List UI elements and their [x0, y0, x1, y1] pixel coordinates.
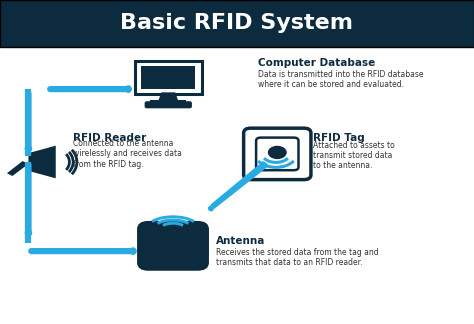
- Polygon shape: [7, 161, 28, 176]
- FancyBboxPatch shape: [150, 100, 186, 102]
- FancyBboxPatch shape: [138, 222, 208, 270]
- Text: Basic RFID System: Basic RFID System: [120, 13, 354, 33]
- Text: Antenna: Antenna: [216, 237, 265, 246]
- Circle shape: [269, 146, 286, 158]
- Text: Computer Database: Computer Database: [258, 58, 375, 68]
- Polygon shape: [158, 92, 178, 101]
- Text: Connected to the antenna
wirelessly and receives data
from the RFID tag.: Connected to the antenna wirelessly and …: [73, 139, 182, 169]
- Polygon shape: [28, 146, 56, 178]
- Text: Attached to assets to
transmit stored data
to the antenna.: Attached to assets to transmit stored da…: [313, 141, 394, 170]
- Text: RFID Reader: RFID Reader: [73, 133, 147, 143]
- Text: Receives the stored data from the tag and
transmits that data to an RFID reader.: Receives the stored data from the tag an…: [216, 248, 378, 267]
- FancyBboxPatch shape: [0, 0, 474, 47]
- Text: RFID Tag: RFID Tag: [313, 133, 365, 143]
- Text: Data is transmitted into the RFID database
where it can be stored and evaluated.: Data is transmitted into the RFID databa…: [258, 70, 424, 89]
- FancyBboxPatch shape: [141, 66, 195, 89]
- FancyBboxPatch shape: [135, 61, 202, 94]
- FancyBboxPatch shape: [145, 101, 192, 108]
